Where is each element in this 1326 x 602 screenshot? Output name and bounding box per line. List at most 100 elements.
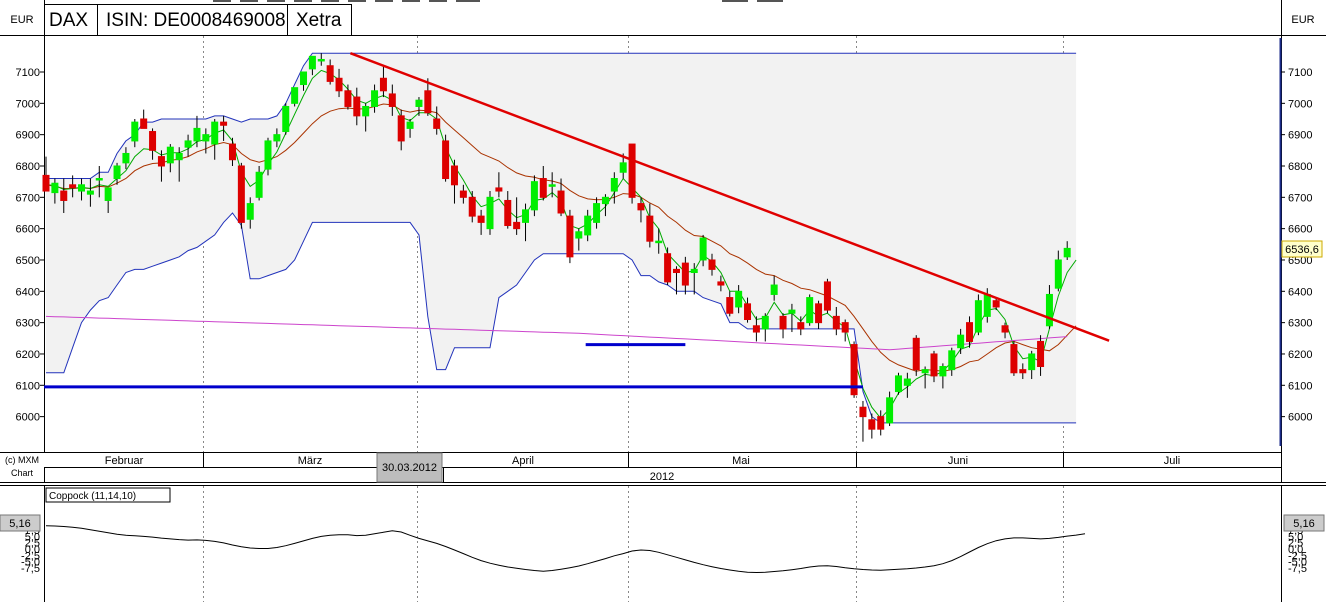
candle [60, 178, 68, 213]
candle [202, 128, 210, 154]
osc-tick-label: -7,5 [1288, 563, 1307, 575]
x-axis-months: Februar März April Mai Juni Juli [44, 453, 1180, 482]
candle [193, 115, 201, 148]
candle-body [530, 181, 538, 211]
candle [424, 78, 432, 116]
candle [948, 347, 956, 376]
exchange-label[interactable]: Xetra [296, 10, 342, 31]
y-tick-label: 6700 [16, 192, 40, 204]
selected-date-label: 30.03.2012 [382, 462, 437, 474]
y-tick-label: 7000 [16, 98, 40, 110]
candle [397, 109, 405, 151]
candle-body [42, 174, 50, 192]
y-tick-label: 6400 [1288, 286, 1312, 298]
candle [708, 253, 716, 276]
candle-body [806, 297, 814, 324]
candle [735, 285, 743, 314]
candle [584, 209, 592, 242]
candle-body [744, 303, 752, 321]
candle [974, 294, 982, 336]
y-tick-label: 6100 [16, 380, 40, 392]
candle-body [51, 182, 59, 194]
candle-body [60, 190, 68, 201]
candle-body [548, 184, 556, 187]
candle [273, 128, 281, 148]
candle [761, 313, 769, 342]
y-axis-right: 6000 6100 6200 6300 6400 6500 6600 6700 6800 6900… [1281, 67, 1312, 424]
candle [433, 106, 441, 135]
candle-body [433, 118, 441, 129]
candle-body [388, 93, 396, 107]
selected-date-box[interactable] [376, 452, 443, 483]
y-tick-label: 6200 [16, 349, 40, 361]
candle [575, 228, 583, 251]
osc-tick-label: 2,5 [1288, 538, 1303, 550]
envelope-band [46, 52, 1077, 424]
candle [442, 134, 450, 182]
annotations [44, 52, 1110, 389]
candle-body [397, 115, 405, 142]
candle-body [779, 315, 787, 330]
candle-body [220, 121, 228, 126]
candle [1028, 350, 1036, 380]
candle [78, 178, 86, 201]
osc-value-left: 5,16 [9, 518, 30, 530]
candle-body [939, 366, 947, 377]
candle-body [406, 121, 414, 129]
candle-body [122, 152, 130, 164]
candle [459, 184, 467, 204]
candle [166, 144, 174, 173]
candle-body [557, 190, 565, 214]
y-tick-label: 6900 [16, 130, 40, 142]
candle-body [610, 178, 618, 192]
y-tick-label: 6000 [16, 412, 40, 424]
candle [744, 297, 752, 323]
candle-body [921, 369, 929, 374]
candle [823, 278, 831, 314]
candle-body [95, 178, 103, 181]
candle-body [717, 281, 725, 286]
candle-body [619, 162, 627, 173]
osc-tick-label: 5,0 [1288, 531, 1303, 543]
candle-body [1019, 369, 1027, 374]
symbol-label[interactable]: DAX [49, 10, 88, 31]
candle-body [1037, 340, 1045, 368]
month-label: Februar [105, 455, 144, 467]
y-tick-label: 6100 [1288, 380, 1312, 392]
candle-body [797, 322, 805, 330]
last-price-label: 6536,6 [1285, 244, 1319, 256]
candle-body [131, 121, 139, 142]
candle [335, 68, 343, 98]
osc-tick-label: -5,0 [1288, 557, 1307, 569]
oscillator-title-box [45, 487, 171, 503]
candle [930, 350, 938, 383]
candle-body [495, 187, 503, 192]
candle-body [815, 303, 823, 324]
candle-body [291, 87, 299, 104]
candle-body [948, 350, 956, 371]
candle-body [149, 131, 157, 151]
y-tick-label: 6800 [16, 161, 40, 173]
candle-body [584, 215, 592, 236]
candle [282, 103, 290, 135]
osc-tick-label: 2,5 [25, 538, 40, 550]
candle [539, 165, 547, 201]
copyright-line1: (c) MXM [5, 455, 39, 465]
candle [1019, 363, 1027, 380]
candle-body [886, 397, 894, 424]
osc-tick-label: -2,5 [21, 550, 40, 562]
candle-body [468, 196, 476, 217]
month-label: März [298, 455, 322, 467]
candle [486, 191, 494, 235]
candle-body [317, 58, 325, 62]
candle [894, 372, 902, 395]
osc-value-badge-left [0, 514, 41, 532]
osc-value-right: 5,16 [1293, 518, 1314, 530]
y-tick-label: 6900 [1288, 130, 1312, 142]
y-tick-label: 6200 [1288, 349, 1312, 361]
candle [672, 266, 680, 295]
candle-body [735, 290, 743, 308]
candle-body [477, 215, 485, 223]
candle [300, 71, 308, 91]
candle [140, 109, 148, 129]
